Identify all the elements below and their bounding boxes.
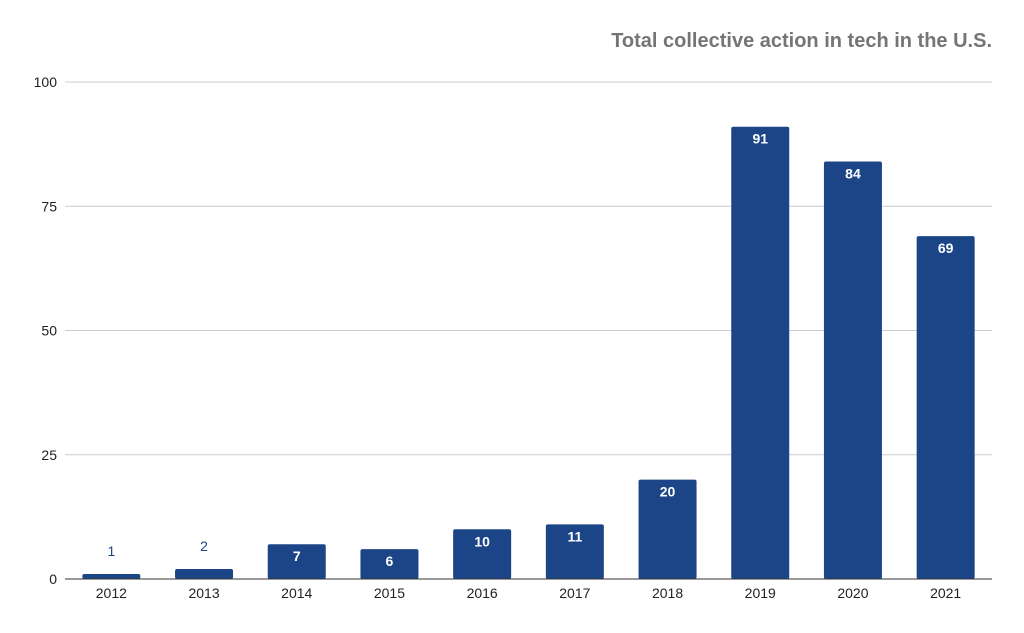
x-tick-label: 2016	[467, 585, 498, 601]
data-label: 11	[567, 528, 582, 544]
bar-2019	[731, 126, 790, 579]
bar-2012	[82, 574, 141, 579]
chart-title: Total collective action in tech in the U…	[611, 30, 992, 52]
x-tick-label: 2015	[374, 585, 405, 601]
bar-2021	[916, 236, 975, 579]
bar-2016	[453, 529, 512, 579]
data-label: 84	[845, 166, 861, 182]
data-label: 10	[474, 533, 490, 549]
data-label: 1	[107, 543, 115, 559]
data-label: 2	[200, 538, 208, 554]
bar-2014	[267, 544, 326, 579]
data-label: 91	[752, 131, 768, 147]
x-tick-label: 2019	[745, 585, 776, 601]
y-tick-label: 0	[49, 571, 57, 587]
x-tick-label: 2020	[837, 585, 868, 601]
x-tick-label: 2013	[188, 585, 219, 601]
bar-2018	[638, 479, 697, 579]
y-tick-label: 100	[34, 74, 58, 90]
x-tick-label: 2017	[559, 585, 590, 601]
x-axis-tick-labels: 2012 2013 2014 2015 2016 2017 2018 2019 2020 2021	[96, 585, 962, 601]
data-labels: 1 2 7 6 10 11 20 91 84 69	[107, 131, 953, 569]
x-tick-label: 2018	[652, 585, 683, 601]
y-tick-label: 50	[41, 323, 57, 339]
bar-2020	[823, 161, 882, 579]
y-axis-tick-labels: 0 25 50 75 100	[34, 74, 58, 587]
y-tick-label: 75	[41, 198, 57, 214]
x-tick-label: 2021	[930, 585, 961, 601]
x-tick-label: 2012	[96, 585, 127, 601]
x-tick-label: 2014	[281, 585, 312, 601]
data-label: 6	[386, 553, 394, 569]
bars	[82, 126, 975, 579]
data-label: 7	[293, 548, 301, 564]
y-tick-label: 25	[41, 447, 57, 463]
bar-2015	[360, 549, 419, 579]
data-label: 69	[938, 240, 954, 256]
bar-2017	[545, 524, 604, 579]
data-label: 20	[660, 484, 676, 500]
bar-2013	[175, 569, 234, 579]
